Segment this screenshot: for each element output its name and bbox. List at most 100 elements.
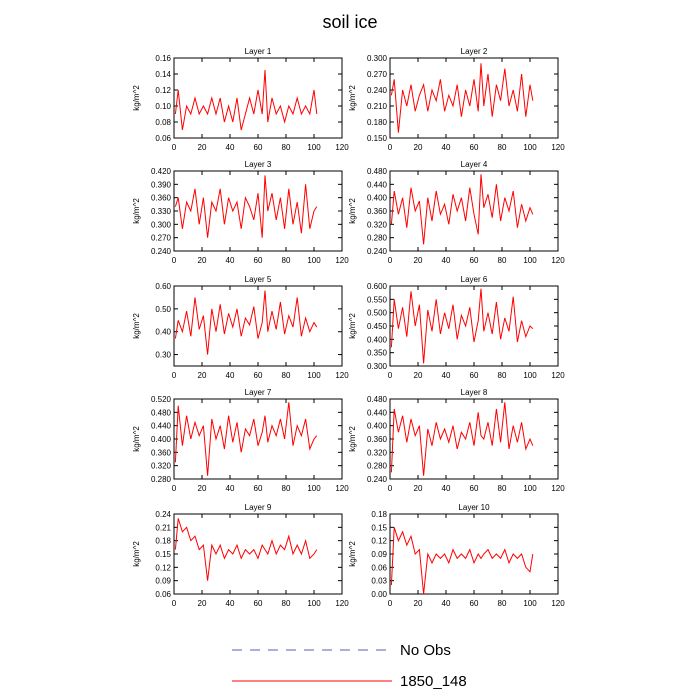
- y-tick-label: 0.360: [367, 435, 388, 444]
- panel-title: Layer 2: [461, 47, 488, 56]
- x-tick-label: 60: [254, 256, 263, 265]
- y-tick-label: 0.300: [151, 220, 172, 229]
- y-axis-label: kg/m^2: [348, 313, 357, 339]
- panel-title: Layer 4: [461, 160, 488, 169]
- y-tick-label: 0.60: [155, 282, 171, 291]
- y-axis-label: kg/m^2: [132, 85, 141, 111]
- y-axis-label: kg/m^2: [132, 313, 141, 339]
- x-tick-label: 40: [442, 484, 451, 493]
- y-tick-label: 0.280: [367, 462, 388, 471]
- y-tick-label: 0.06: [155, 590, 171, 599]
- panel-layer-6: Layer 6 kg/m^2 0 20 40 60 80 100 120 0.300 0.350 0.…: [348, 275, 565, 380]
- series-line-1850-148: [390, 402, 534, 476]
- y-tick-label: 0.150: [367, 134, 388, 143]
- x-tick-label: 120: [335, 484, 349, 493]
- y-tick-label: 0.12: [155, 86, 171, 95]
- x-tick-label: 80: [282, 371, 291, 380]
- x-tick-label: 100: [523, 599, 537, 608]
- series-line-1850-148: [174, 518, 318, 581]
- y-axis-label: kg/m^2: [348, 198, 357, 224]
- x-tick-label: 120: [335, 371, 349, 380]
- y-tick-label: 0.24: [155, 510, 171, 519]
- y-tick-label: 0.350: [367, 349, 388, 358]
- panel-layer-3: Layer 3 kg/m^2 0 20 40 60 80 100 120 0.240 0.270 0.…: [132, 160, 349, 265]
- y-tick-label: 0.180: [367, 118, 388, 127]
- y-tick-label: 0.240: [367, 247, 388, 256]
- panel-title: Layer 9: [245, 503, 272, 512]
- x-tick-label: 40: [226, 484, 235, 493]
- y-tick-label: 0.270: [367, 70, 388, 79]
- legend-label-1850-148: 1850_148: [400, 673, 467, 690]
- x-tick-label: 60: [254, 484, 263, 493]
- x-tick-label: 60: [470, 484, 479, 493]
- y-tick-label: 0.12: [155, 563, 171, 572]
- x-tick-label: 40: [226, 256, 235, 265]
- y-tick-label: 0.40: [155, 328, 171, 337]
- panel-layer-7: Layer 7 kg/m^2 0 20 40 60 80 100 120 0.280 0.320 0.…: [132, 388, 349, 493]
- plot-frame: [389, 398, 559, 480]
- y-tick-label: 0.21: [155, 523, 171, 532]
- y-tick-label: 0.10: [155, 102, 171, 111]
- x-tick-label: 100: [523, 371, 537, 380]
- y-tick-label: 0.360: [367, 207, 388, 216]
- series-line-1850-148: [390, 174, 534, 245]
- x-tick-label: 20: [198, 256, 207, 265]
- panels-grid: Layer 1 kg/m^2 0 20 40 60 80 100 120 0.06 0.08 0.10…: [132, 47, 565, 608]
- series-line-1850-148: [390, 63, 534, 133]
- y-tick-label: 0.210: [367, 102, 388, 111]
- x-tick-label: 60: [254, 143, 263, 152]
- x-tick-label: 0: [172, 143, 177, 152]
- x-tick-label: 120: [551, 256, 565, 265]
- y-tick-label: 0.06: [371, 563, 387, 572]
- x-tick-label: 100: [307, 371, 321, 380]
- y-tick-label: 0.12: [371, 537, 387, 546]
- y-axis-label: kg/m^2: [132, 426, 141, 452]
- x-tick-label: 0: [388, 371, 393, 380]
- x-tick-label: 20: [198, 484, 207, 493]
- y-tick-label: 0.240: [367, 475, 388, 484]
- panel-title: Layer 10: [458, 503, 490, 512]
- x-tick-label: 40: [226, 143, 235, 152]
- x-tick-label: 100: [307, 484, 321, 493]
- x-tick-label: 20: [414, 256, 423, 265]
- x-tick-label: 0: [388, 143, 393, 152]
- x-tick-label: 100: [307, 143, 321, 152]
- y-tick-label: 0.09: [371, 550, 387, 559]
- x-tick-label: 40: [442, 256, 451, 265]
- y-tick-label: 0.360: [151, 448, 172, 457]
- legend: No Obs 1850_148: [232, 642, 467, 690]
- x-tick-label: 20: [198, 371, 207, 380]
- x-tick-label: 0: [172, 256, 177, 265]
- x-tick-label: 60: [254, 599, 263, 608]
- x-tick-label: 60: [254, 371, 263, 380]
- series-line-1850-148: [174, 290, 318, 355]
- panel-layer-2: Layer 2 kg/m^2 0 20 40 60 80 100 120 0.150 0.180 0.…: [348, 47, 565, 152]
- y-tick-label: 0.400: [151, 435, 172, 444]
- y-tick-label: 0.16: [155, 54, 171, 63]
- x-tick-label: 60: [470, 599, 479, 608]
- y-tick-label: 0.320: [367, 220, 388, 229]
- x-tick-label: 80: [498, 599, 507, 608]
- panel-layer-5: Layer 5 kg/m^2 0 20 40 60 80 100 120 0.30 0.40 0.50…: [132, 275, 349, 380]
- y-tick-label: 0.240: [151, 247, 172, 256]
- y-tick-label: 0.14: [155, 70, 171, 79]
- x-tick-label: 20: [198, 143, 207, 152]
- panel-layer-8: Layer 8 kg/m^2 0 20 40 60 80 100 120 0.240 0.280 0.…: [348, 388, 565, 493]
- y-tick-label: 0.500: [367, 309, 388, 318]
- y-tick-label: 0.330: [151, 207, 172, 216]
- x-tick-label: 80: [282, 256, 291, 265]
- x-tick-label: 40: [226, 599, 235, 608]
- x-tick-label: 100: [523, 256, 537, 265]
- y-axis-label: kg/m^2: [132, 198, 141, 224]
- x-tick-label: 40: [442, 371, 451, 380]
- y-tick-label: 0.30: [155, 351, 171, 360]
- plot-frame: [173, 57, 343, 139]
- x-tick-label: 20: [414, 371, 423, 380]
- y-axis-label: kg/m^2: [348, 85, 357, 111]
- x-tick-label: 40: [226, 371, 235, 380]
- y-tick-label: 0.440: [367, 408, 388, 417]
- x-tick-label: 100: [523, 484, 537, 493]
- series-line-1850-148: [174, 402, 318, 476]
- y-tick-label: 0.440: [151, 422, 172, 431]
- y-tick-label: 0.440: [367, 180, 388, 189]
